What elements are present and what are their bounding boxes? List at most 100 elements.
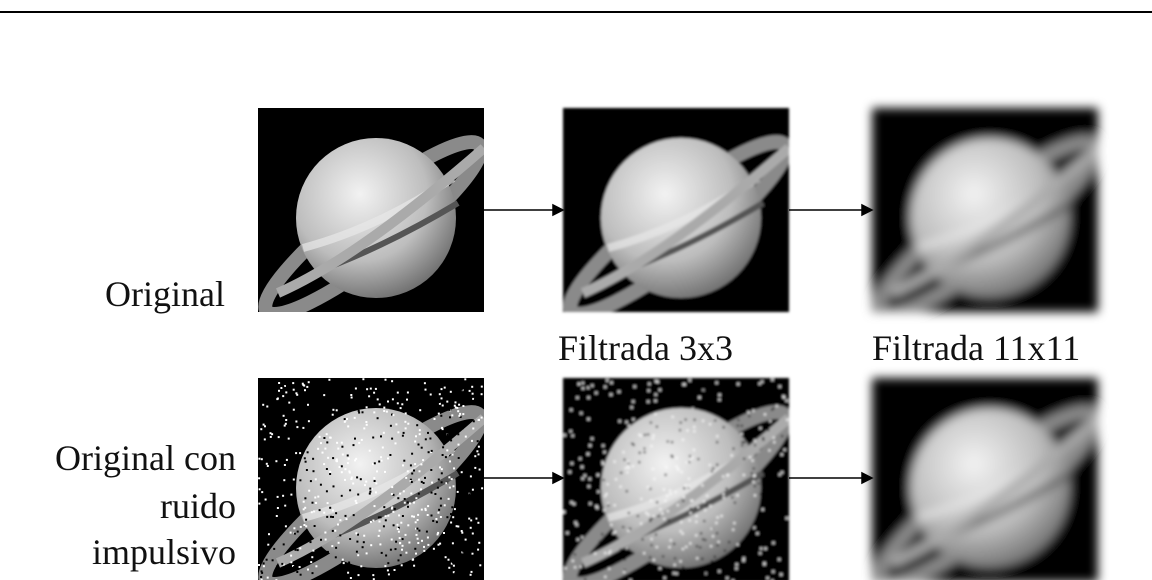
noise-dot xyxy=(342,397,344,399)
noise-dot xyxy=(418,479,420,481)
noise-dot xyxy=(295,549,297,551)
noise-dot xyxy=(654,413,656,415)
noise-dot xyxy=(452,542,454,544)
noise-dot xyxy=(764,538,766,540)
noise-dot xyxy=(477,440,479,442)
noise-dot xyxy=(748,415,750,417)
noise-dot xyxy=(446,449,448,451)
noise-dot xyxy=(723,497,725,499)
noise-dot xyxy=(374,480,376,482)
noise-dot xyxy=(785,382,787,384)
noise-dot xyxy=(463,526,465,528)
noise-dot xyxy=(284,505,286,507)
noise-dot xyxy=(372,463,374,465)
noise-dot xyxy=(584,391,586,393)
noise-dot xyxy=(450,439,452,441)
noise-dot xyxy=(656,501,658,503)
noise-dot xyxy=(711,528,713,530)
noise-dot xyxy=(383,432,385,434)
noise-dot xyxy=(448,498,450,500)
noise-dot xyxy=(779,386,781,388)
noise-dot xyxy=(690,500,692,502)
noise-dot xyxy=(573,431,575,433)
noise-dot xyxy=(674,564,676,566)
noise-dot xyxy=(290,494,292,496)
noise-dot xyxy=(379,543,381,545)
noise-dot xyxy=(323,512,325,514)
noise-dot xyxy=(270,432,272,434)
noise-dot xyxy=(430,394,432,396)
noise-dot xyxy=(648,383,650,385)
noise-dot xyxy=(454,405,456,407)
noise-dot xyxy=(267,577,269,579)
noise-dot xyxy=(267,548,269,550)
noise-dot xyxy=(421,481,423,483)
noise-dot xyxy=(358,410,360,412)
noise-dot xyxy=(314,525,316,527)
noise-dot xyxy=(399,493,401,495)
noise-dot xyxy=(481,417,483,419)
noise-dot xyxy=(465,535,467,537)
noise-dot xyxy=(622,526,624,528)
noise-dot xyxy=(405,384,407,386)
noise-dot xyxy=(463,478,465,480)
noise-dot xyxy=(278,382,280,384)
noise-dot xyxy=(394,569,396,571)
noise-dot xyxy=(403,460,405,462)
noise-dot xyxy=(456,407,458,409)
noise-dot xyxy=(572,404,574,406)
noise-dot xyxy=(311,511,313,513)
noise-dot xyxy=(752,460,754,462)
noise-dot xyxy=(432,520,434,522)
noise-dot xyxy=(651,544,653,546)
noise-dot xyxy=(759,530,761,532)
noise-dot xyxy=(676,465,678,467)
noise-dot xyxy=(589,503,591,505)
noise-dot xyxy=(626,490,628,492)
noise-dot xyxy=(753,468,755,470)
noise-dot xyxy=(445,556,447,558)
noise-dot xyxy=(329,473,331,475)
noise-dot xyxy=(457,410,459,412)
noise-dot xyxy=(418,530,420,532)
noise-dot xyxy=(461,471,463,473)
noise-dot xyxy=(468,512,470,514)
noise-dot xyxy=(405,412,407,414)
noise-dot xyxy=(421,447,423,449)
noise-dot xyxy=(339,534,341,536)
noise-dot xyxy=(704,509,706,511)
noise-dot xyxy=(357,554,359,556)
noise-dot xyxy=(399,542,401,544)
noise-dot xyxy=(464,514,466,516)
noise-dot xyxy=(588,397,590,399)
noise-dot xyxy=(461,516,463,518)
noise-dot xyxy=(419,563,421,565)
noise-dot xyxy=(682,500,684,502)
noise-dot xyxy=(361,439,363,441)
noise-dot xyxy=(355,388,357,390)
label-noisy-line: ruido xyxy=(160,486,236,526)
noise-dot xyxy=(776,405,778,407)
noise-dot xyxy=(563,511,565,513)
noise-dot xyxy=(606,493,608,495)
noise-dot xyxy=(749,397,751,399)
noise-dot xyxy=(295,392,297,394)
noise-dot xyxy=(474,522,476,524)
noise-dot xyxy=(734,502,736,504)
noise-dot xyxy=(461,389,463,391)
noise-dot xyxy=(462,427,464,429)
noise-dot xyxy=(666,495,668,497)
noise-dot xyxy=(372,574,374,576)
noise-dot xyxy=(267,544,269,546)
noise-dot xyxy=(409,502,411,504)
noise-dot xyxy=(326,490,328,492)
noise-dot xyxy=(399,537,401,539)
noise-dot xyxy=(695,534,697,536)
noise-dot xyxy=(737,494,739,496)
noise-dot xyxy=(405,477,407,479)
noise-dot xyxy=(699,546,701,548)
noise-dot xyxy=(427,537,429,539)
noise-dot xyxy=(403,490,405,492)
noise-dot xyxy=(476,527,478,529)
noise-dot xyxy=(764,545,766,547)
